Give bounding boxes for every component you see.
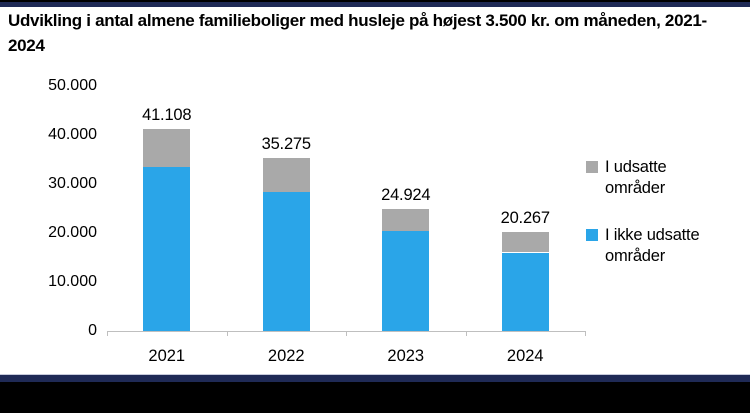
x-axis-tick xyxy=(346,331,347,336)
bar-segment-2021 xyxy=(143,166,191,331)
bottom-border-line xyxy=(0,374,750,375)
x-tick-label: 2021 xyxy=(148,347,186,365)
y-tick-label: 50.000 xyxy=(48,76,97,94)
legend-label: I udsatte områder xyxy=(605,158,667,197)
legend-entry: I ikke udsatte områder xyxy=(586,225,726,267)
bar-segment-2024 xyxy=(501,231,549,253)
bar-total-label: 20.267 xyxy=(500,208,550,227)
bottom-border-navy xyxy=(0,375,750,382)
x-tick-label: 2022 xyxy=(267,347,305,365)
bar-segment-2023 xyxy=(382,230,430,331)
x-axis-tick xyxy=(585,331,586,336)
legend-swatch-icon xyxy=(586,229,598,241)
legend-entry: I udsatte områder xyxy=(586,157,726,199)
bottom-border-black xyxy=(0,382,750,413)
y-tick-label: 40.000 xyxy=(48,125,97,143)
bar-total-label: 41.108 xyxy=(142,106,192,125)
bar-total-label: 24.924 xyxy=(381,185,431,204)
y-tick-label: 30.000 xyxy=(48,174,97,192)
x-axis-tick xyxy=(226,331,228,336)
x-axis-tick xyxy=(465,331,467,336)
legend-label: I ikke udsatte områder xyxy=(605,226,700,265)
bar-segment-2022 xyxy=(262,157,310,192)
x-tick-label: 2024 xyxy=(506,347,544,365)
top-border-navy xyxy=(0,2,750,7)
top-border-black xyxy=(0,0,750,2)
legend-swatch-icon xyxy=(586,161,598,173)
legend: I udsatte områder I ikke udsatte områder xyxy=(586,157,726,267)
bar-segment-2023 xyxy=(382,208,430,231)
bar-total-label: 35.275 xyxy=(261,134,311,153)
x-axis-tick xyxy=(107,331,108,336)
x-tick-label: 2023 xyxy=(387,347,425,365)
chart-title: Udvikling i antal almene familieboliger … xyxy=(8,11,707,55)
bar-segment-2022 xyxy=(262,191,310,331)
y-tick-label: 20.000 xyxy=(48,223,97,241)
bar-segment-2024 xyxy=(501,252,549,331)
bar-segment-2021 xyxy=(143,129,191,167)
y-tick-label: 10.000 xyxy=(48,272,97,290)
y-tick-label: 0 xyxy=(88,322,97,339)
